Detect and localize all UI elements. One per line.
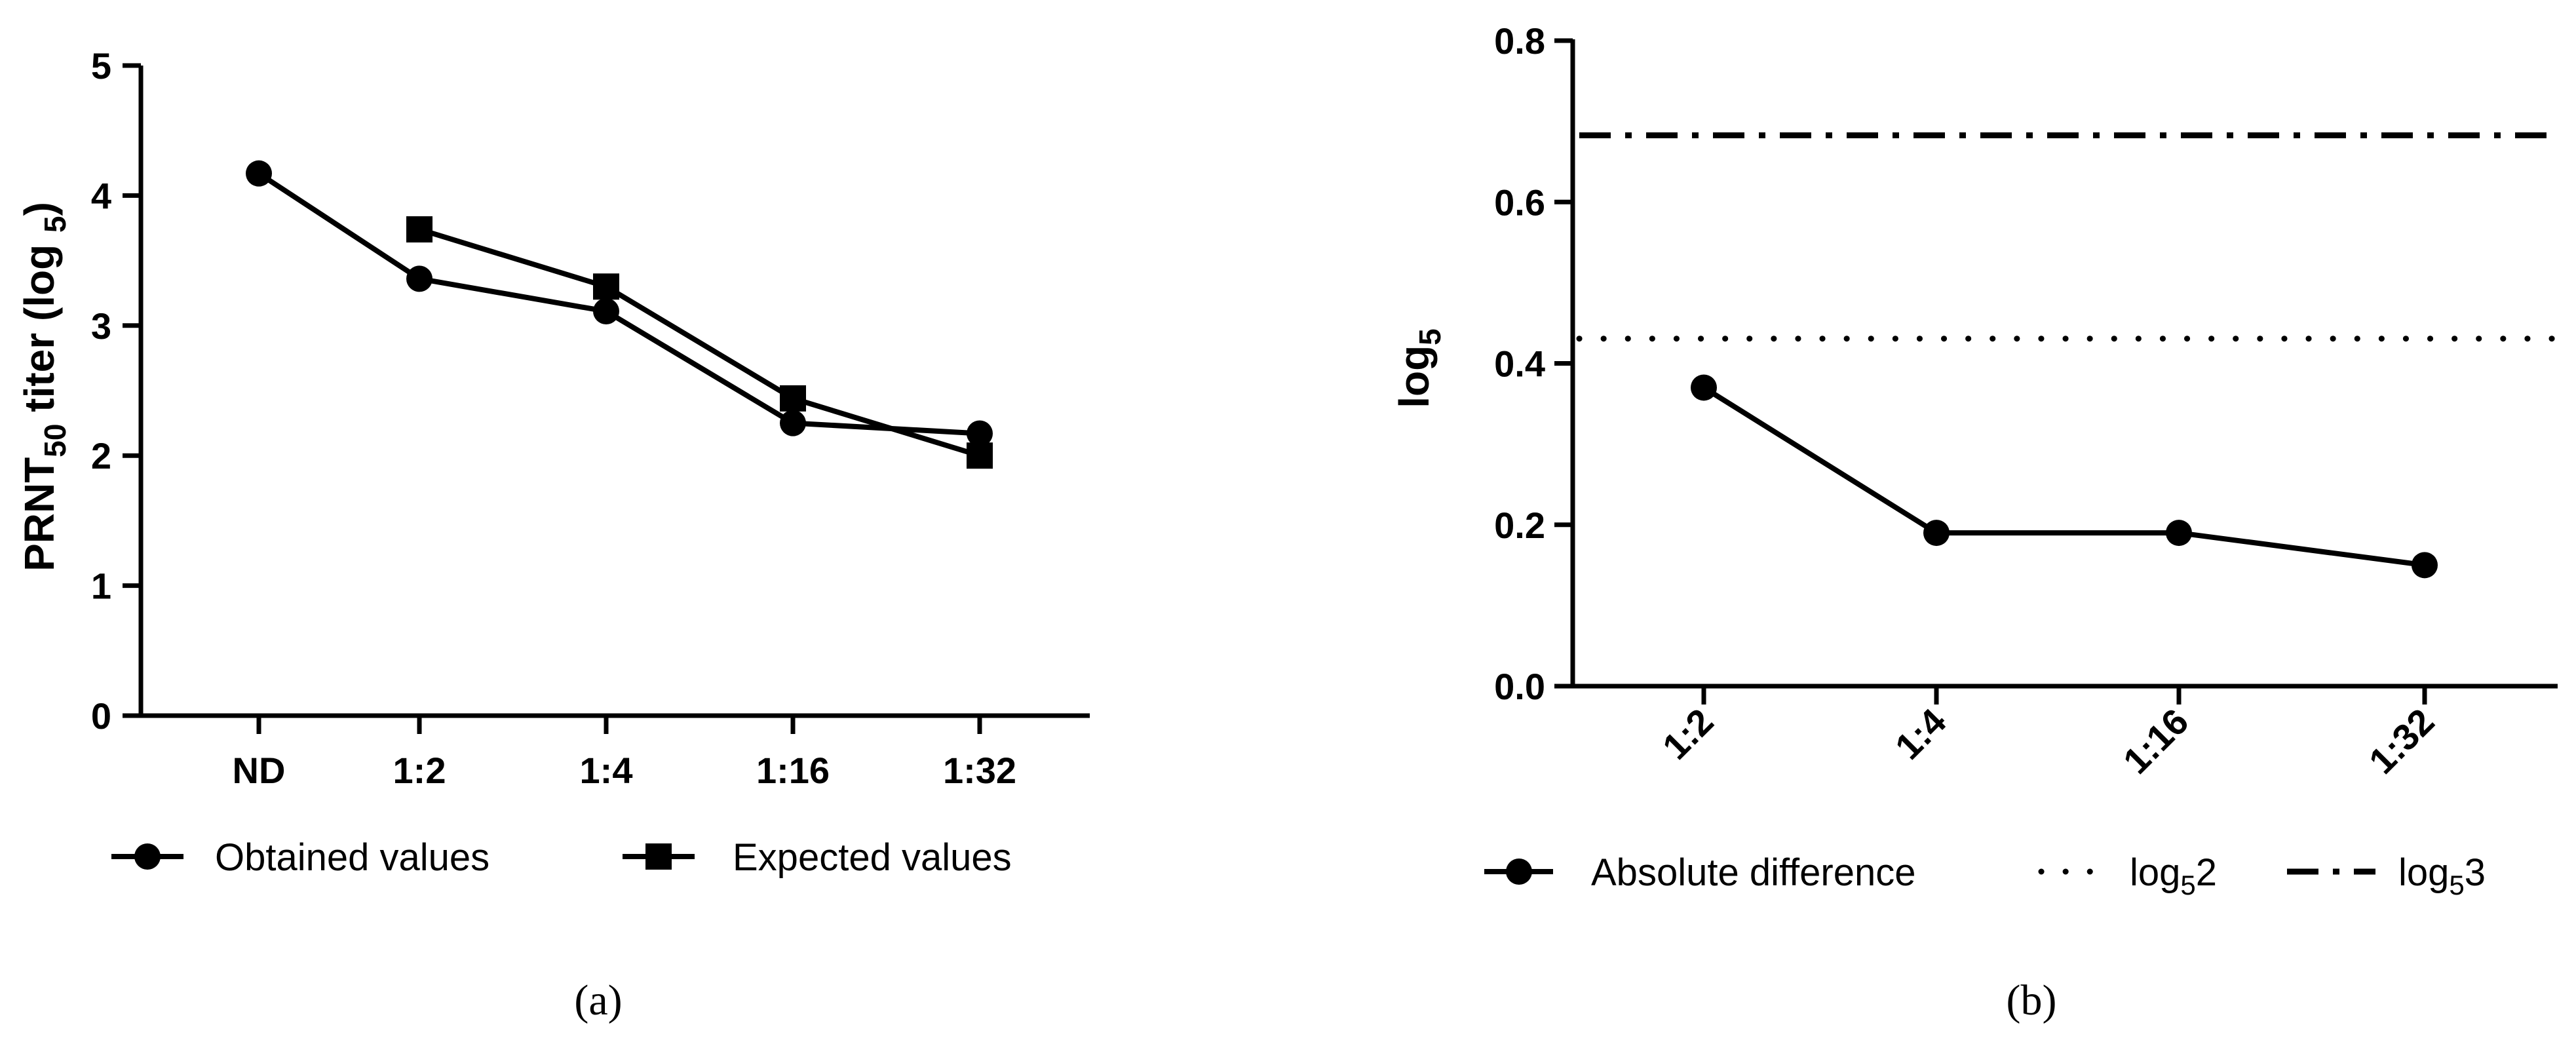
legend-label-expected: Expected values <box>733 836 1012 879</box>
y-tick-label: 4 <box>91 175 111 216</box>
data-point-absolute-difference <box>1691 374 1717 401</box>
y-tick-label: 0.4 <box>1494 343 1545 385</box>
x-tick-label: 1:16 <box>756 750 830 791</box>
legend-label-log52: log52 <box>2130 851 2217 900</box>
chart-a-legend-item-obtained: Obtained values <box>111 836 490 879</box>
chart-b: 0.0 0.2 0.4 0.6 0.8 1:2 1:4 1:16 1:32 log5 Abso… <box>1391 20 2558 1024</box>
data-point-obtained <box>246 160 272 187</box>
y-tick-label: 0.8 <box>1494 20 1545 62</box>
x-tick-label: 1:2 <box>393 750 446 791</box>
chart-b-y-ticks: 0.0 0.2 0.4 0.6 0.8 <box>1494 20 1573 707</box>
legend-label-obtained: Obtained values <box>215 836 490 879</box>
data-point-expected <box>967 442 993 469</box>
legend-circle-marker <box>134 843 161 870</box>
y-tick-label: 2 <box>91 435 111 476</box>
series-line-absolute-difference <box>1702 385 2425 568</box>
x-tick-label: ND <box>233 750 286 791</box>
chart-a-legend: Obtained values Expected values <box>111 836 1012 879</box>
data-point-absolute-difference <box>2166 520 2192 547</box>
series-line-obtained <box>257 171 980 436</box>
x-tick-label: 1:32 <box>2361 701 2442 782</box>
chart-b-x-ticks: 1:2 1:4 1:16 1:32 <box>1655 686 2442 782</box>
data-point-absolute-difference <box>2412 552 2438 579</box>
y-tick-label: 0.6 <box>1494 182 1545 223</box>
x-tick-label: 1:16 <box>2115 701 2197 782</box>
chart-a-legend-item-expected: Expected values <box>623 836 1012 879</box>
x-tick-label: 1:32 <box>943 750 1016 791</box>
data-point-expected <box>780 385 806 412</box>
legend-label-log53: log53 <box>2398 851 2486 900</box>
chart-a-x-ticks: ND 1:2 1:4 1:16 1:32 <box>233 716 1016 791</box>
series-line-expected <box>418 227 981 459</box>
chart-b-legend: Absolute difference log52 log53 <box>1484 851 2486 900</box>
y-tick-label: 0.2 <box>1494 505 1545 546</box>
chart-b-legend-item-absolute: Absolute difference <box>1484 851 1916 894</box>
chart-b-legend-item-log53: log53 <box>2287 851 2486 900</box>
data-point-absolute-difference <box>1923 520 1950 547</box>
chart-a: 0 1 2 3 4 5 ND 1:2 1:4 1:16 1:32 PRNT50 titer (lo… <box>16 45 1090 1024</box>
x-tick-label: 1:2 <box>1655 701 1721 767</box>
data-point-obtained <box>780 410 806 436</box>
chart-a-caption: (a) <box>574 976 622 1024</box>
x-tick-label: 1:4 <box>580 750 633 791</box>
data-point-expected <box>406 216 433 242</box>
y-tick-label: 0 <box>91 695 111 737</box>
data-point-obtained <box>967 420 993 447</box>
data-point-obtained <box>406 265 433 292</box>
chart-b-plot <box>1576 132 2556 579</box>
legend-label-absolute: Absolute difference <box>1591 851 1916 894</box>
y-tick-label: 0.0 <box>1494 666 1545 707</box>
chart-a-plot <box>246 160 993 469</box>
y-tick-label: 5 <box>91 45 111 87</box>
chart-b-legend-item-log52: log52 <box>2038 851 2217 900</box>
chart-a-y-ticks: 0 1 2 3 4 5 <box>91 45 141 737</box>
data-point-obtained <box>593 298 619 324</box>
x-tick-label: 1:4 <box>1887 701 1954 767</box>
legend-circle-marker <box>1506 859 1532 885</box>
y-tick-label: 3 <box>91 305 111 347</box>
legend-square-marker <box>645 843 672 870</box>
chart-b-y-axis-title: log5 <box>1391 328 1447 408</box>
data-point-expected <box>593 273 619 300</box>
y-tick-label: 1 <box>91 566 111 607</box>
chart-a-y-axis-title: PRNT50 titer (log 5) <box>16 202 72 571</box>
chart-b-caption: (b) <box>2007 976 2057 1024</box>
